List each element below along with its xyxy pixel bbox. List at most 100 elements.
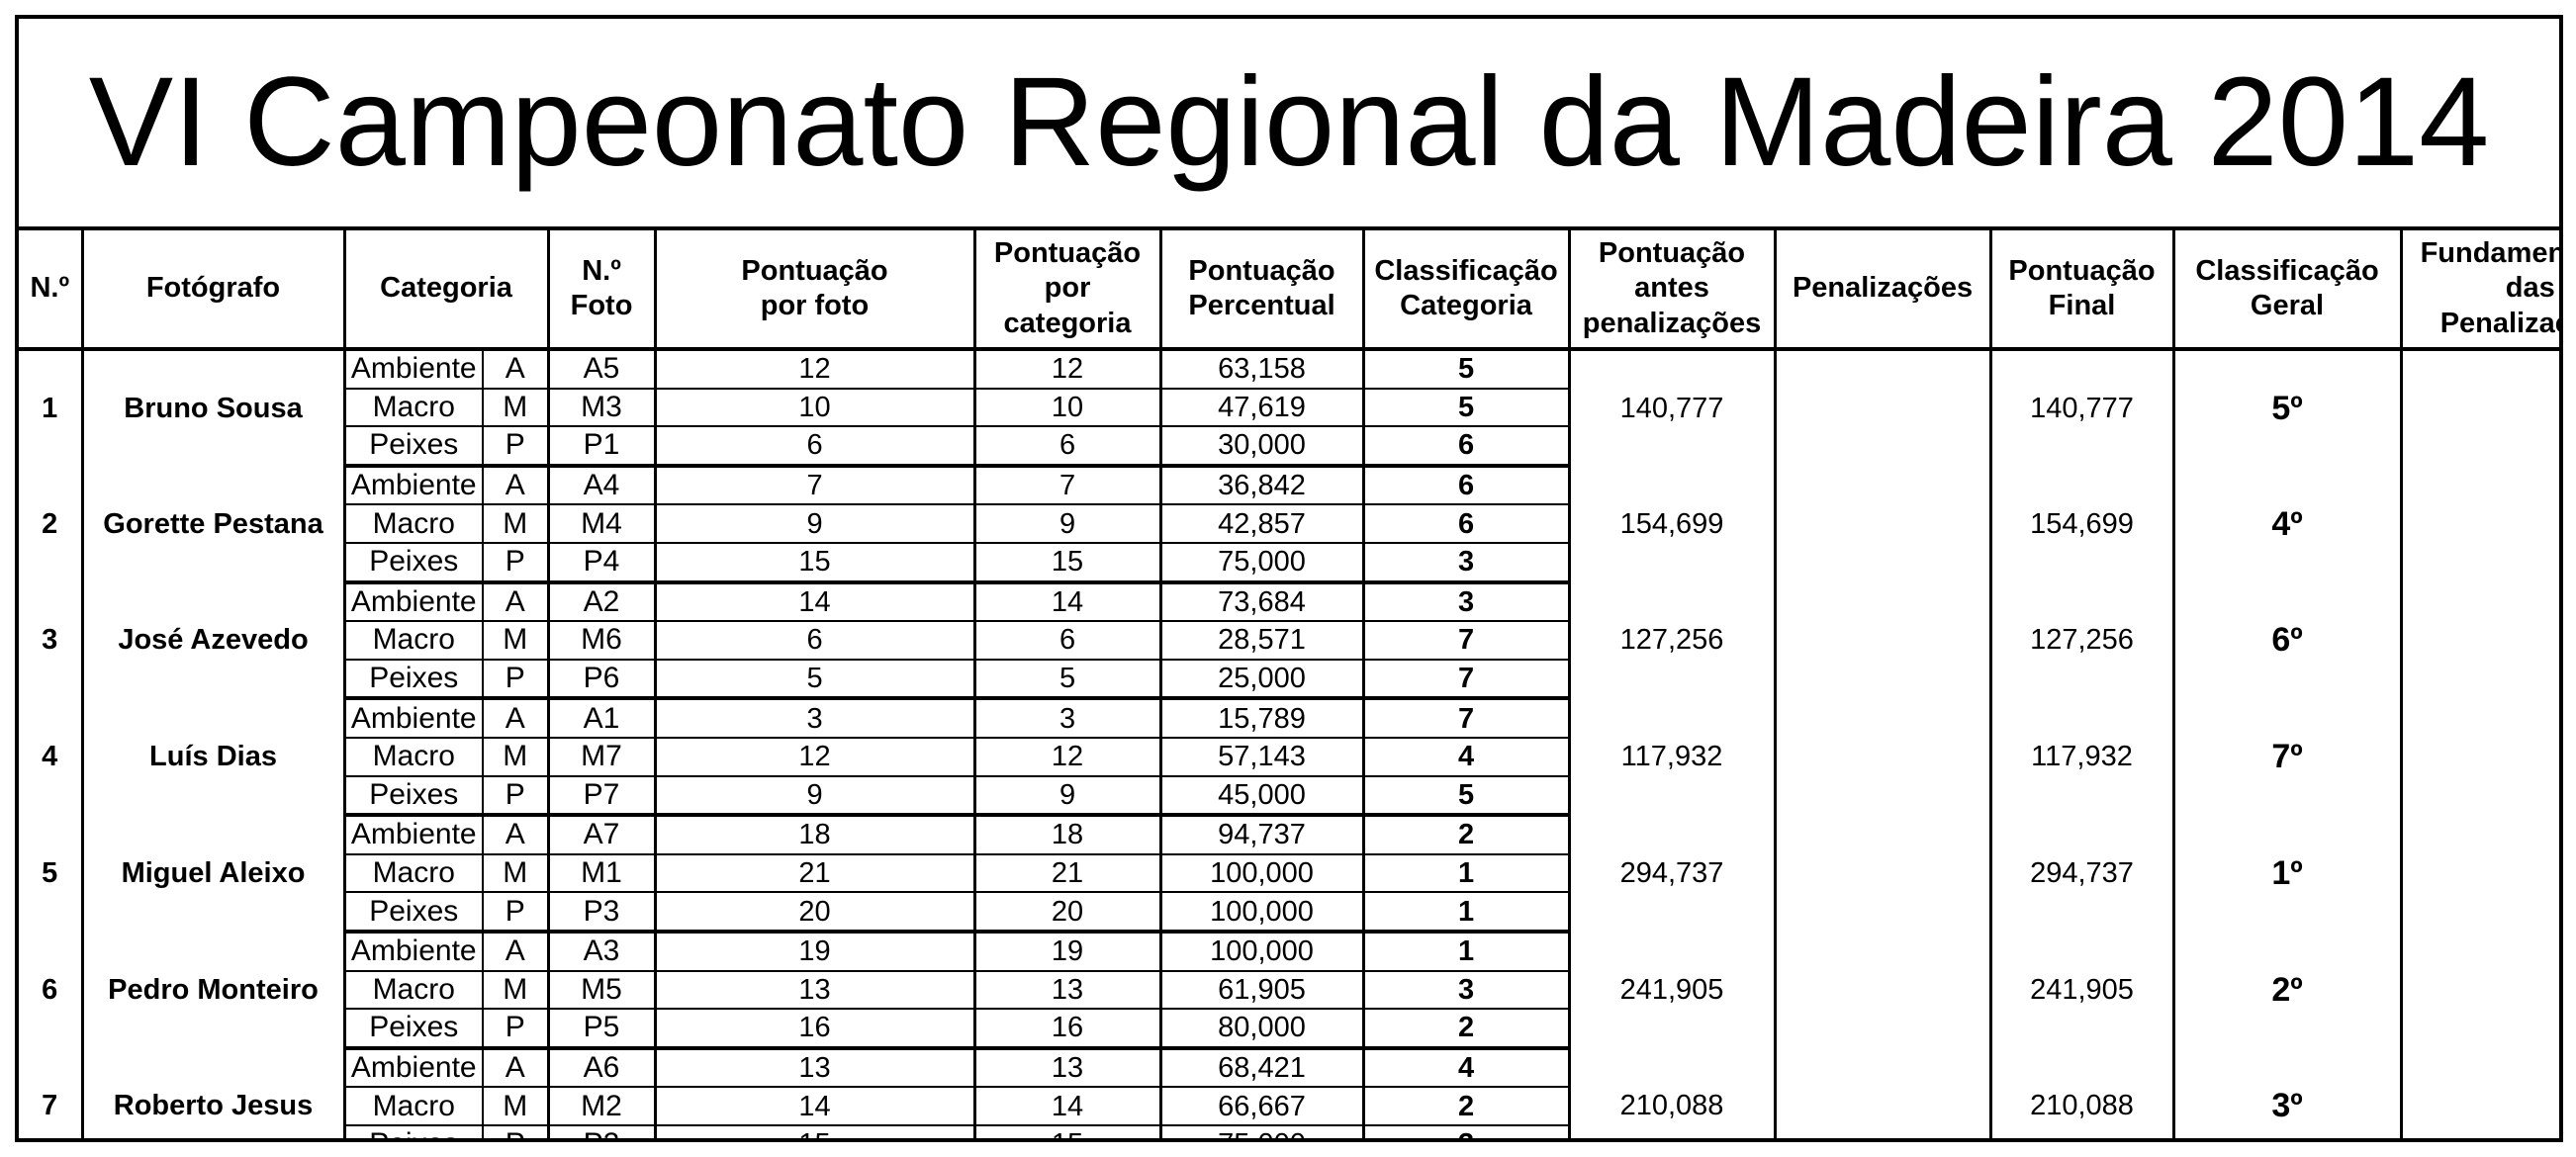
category-classification: 7: [1363, 659, 1571, 701]
score-per-category: 15: [974, 1124, 1162, 1138]
score-percent: 94,737: [1160, 815, 1365, 855]
photo-number: M2: [548, 1087, 657, 1126]
category-letter: P: [483, 1009, 550, 1050]
score-per-photo: 13: [655, 970, 976, 1011]
score-per-photo: 21: [655, 853, 976, 894]
category-name: Peixes: [344, 1124, 484, 1138]
final-score: 154,699: [1990, 465, 2175, 582]
penalty-reasoning: [2401, 932, 2559, 1048]
participant-number: 3: [19, 581, 84, 699]
score-before-penalties: 241,905: [1569, 931, 1777, 1048]
score-percent: 66,667: [1160, 1087, 1365, 1126]
score-per-category: 20: [974, 892, 1162, 934]
score-per-photo: 7: [655, 465, 976, 506]
score-per-photo: 5: [655, 659, 976, 701]
category-classification: 5: [1363, 388, 1571, 428]
overall-classification: 5º: [2173, 349, 2403, 466]
category-name: Macro: [344, 388, 484, 428]
category-classification: 4: [1363, 737, 1571, 777]
score-before-penalties: 210,088: [1569, 1047, 1777, 1138]
score-per-photo: 3: [655, 698, 976, 739]
photo-number: A6: [548, 1047, 657, 1089]
category-name: Peixes: [344, 542, 484, 584]
score-per-category: 19: [974, 931, 1162, 972]
penalty-reasoning: [2401, 349, 2559, 466]
header-classificacao-categoria: Classificação Categoria: [1363, 230, 1571, 351]
category-name: Peixes: [344, 659, 484, 701]
photo-number: P4: [548, 542, 657, 584]
score-per-photo: 15: [655, 542, 976, 584]
table-row: 6 Pedro Monteiro Ambiente A A3 19 19 100,000 1 24…: [19, 931, 2559, 1048]
category-letter: P: [483, 426, 550, 468]
final-score: 294,737: [1990, 815, 2175, 932]
category-classification: 2: [1363, 1009, 1571, 1050]
overall-classification: 3º: [2173, 1047, 2403, 1138]
score-before-penalties: 140,777: [1569, 349, 1777, 466]
score-before-penalties: 127,256: [1569, 581, 1777, 699]
score-per-photo: 12: [655, 737, 976, 777]
score-per-photo: 6: [655, 621, 976, 661]
header-pontuacao-final: Pontuação Final: [1990, 230, 2175, 351]
category-name: Macro: [344, 504, 484, 544]
table-row: Peixes P P4 15 15 75,000 3: [19, 542, 2559, 584]
participant-name: Roberto Jesus: [82, 1047, 346, 1138]
page-title: VI Campeonato Regional da Madeira 2014: [19, 19, 2559, 230]
score-percent: 57,143: [1160, 737, 1365, 777]
category-letter: P: [483, 659, 550, 701]
category-name: Macro: [344, 970, 484, 1011]
category-letter: P: [483, 542, 550, 584]
table-row: Peixes P P7 9 9 45,000 5: [19, 775, 2559, 818]
score-per-photo: 6: [655, 426, 976, 468]
score-per-category: 15: [974, 542, 1162, 584]
category-letter: P: [483, 775, 550, 818]
header-n-foto: N.º Foto: [548, 230, 657, 351]
penalty-reasoning: [2401, 466, 2559, 582]
score-percent: 30,000: [1160, 426, 1365, 468]
score-percent: 73,684: [1160, 581, 1365, 623]
header-pontuacao-foto: Pontuação por foto: [655, 230, 976, 351]
category-name: Macro: [344, 1087, 484, 1126]
score-per-category: 16: [974, 1009, 1162, 1050]
score-per-category: 12: [974, 349, 1162, 390]
table-row: 3 José Azevedo Ambiente A A2 14 14 73,684 3 127,2…: [19, 581, 2559, 699]
score-per-category: 13: [974, 970, 1162, 1011]
photo-number: P1: [548, 426, 657, 468]
category-name: Ambiente: [344, 1047, 484, 1089]
penalties: [1775, 581, 1992, 699]
score-per-photo: 12: [655, 349, 976, 390]
category-letter: M: [483, 853, 550, 894]
score-per-photo: 18: [655, 815, 976, 855]
score-per-category: 9: [974, 775, 1162, 818]
participant-number: 2: [19, 465, 84, 582]
score-per-category: 18: [974, 815, 1162, 855]
photo-number: M3: [548, 388, 657, 428]
header-categoria: Categoria: [344, 230, 550, 351]
category-name: Peixes: [344, 426, 484, 468]
photo-number: P2: [548, 1124, 657, 1138]
final-score: 241,905: [1990, 931, 2175, 1048]
score-per-category: 6: [974, 426, 1162, 468]
category-letter: A: [483, 931, 550, 972]
table-row: 4 Luís Dias Ambiente A A1 3 3 15,789 7 117,932 117…: [19, 698, 2559, 816]
results-table: N.º Fotógrafo Categoria N.º Foto Pontuação por…: [19, 230, 2559, 1138]
photo-number: M6: [548, 621, 657, 661]
score-percent: 61,905: [1160, 970, 1365, 1011]
participant-name: Miguel Aleixo: [82, 815, 346, 932]
participant-number: 7: [19, 1047, 84, 1138]
table-row: Peixes P P6 5 5 25,000 7: [19, 659, 2559, 701]
overall-classification: 2º: [2173, 931, 2403, 1048]
category-letter: A: [483, 465, 550, 506]
score-percent: 80,000: [1160, 1009, 1365, 1050]
category-classification: 1: [1363, 931, 1571, 972]
participant-number: 5: [19, 815, 84, 932]
score-percent: 15,789: [1160, 698, 1365, 739]
category-classification: 7: [1363, 621, 1571, 661]
photo-number: P3: [548, 892, 657, 934]
score-percent: 47,619: [1160, 388, 1365, 428]
table-row: 1 Bruno Sousa Ambiente A A5 12 12 63,158 5 140,77…: [19, 349, 2559, 466]
score-per-category: 10: [974, 388, 1162, 428]
category-letter: A: [483, 698, 550, 739]
score-per-category: 14: [974, 581, 1162, 623]
score-per-photo: 20: [655, 892, 976, 934]
score-per-photo: 9: [655, 504, 976, 544]
